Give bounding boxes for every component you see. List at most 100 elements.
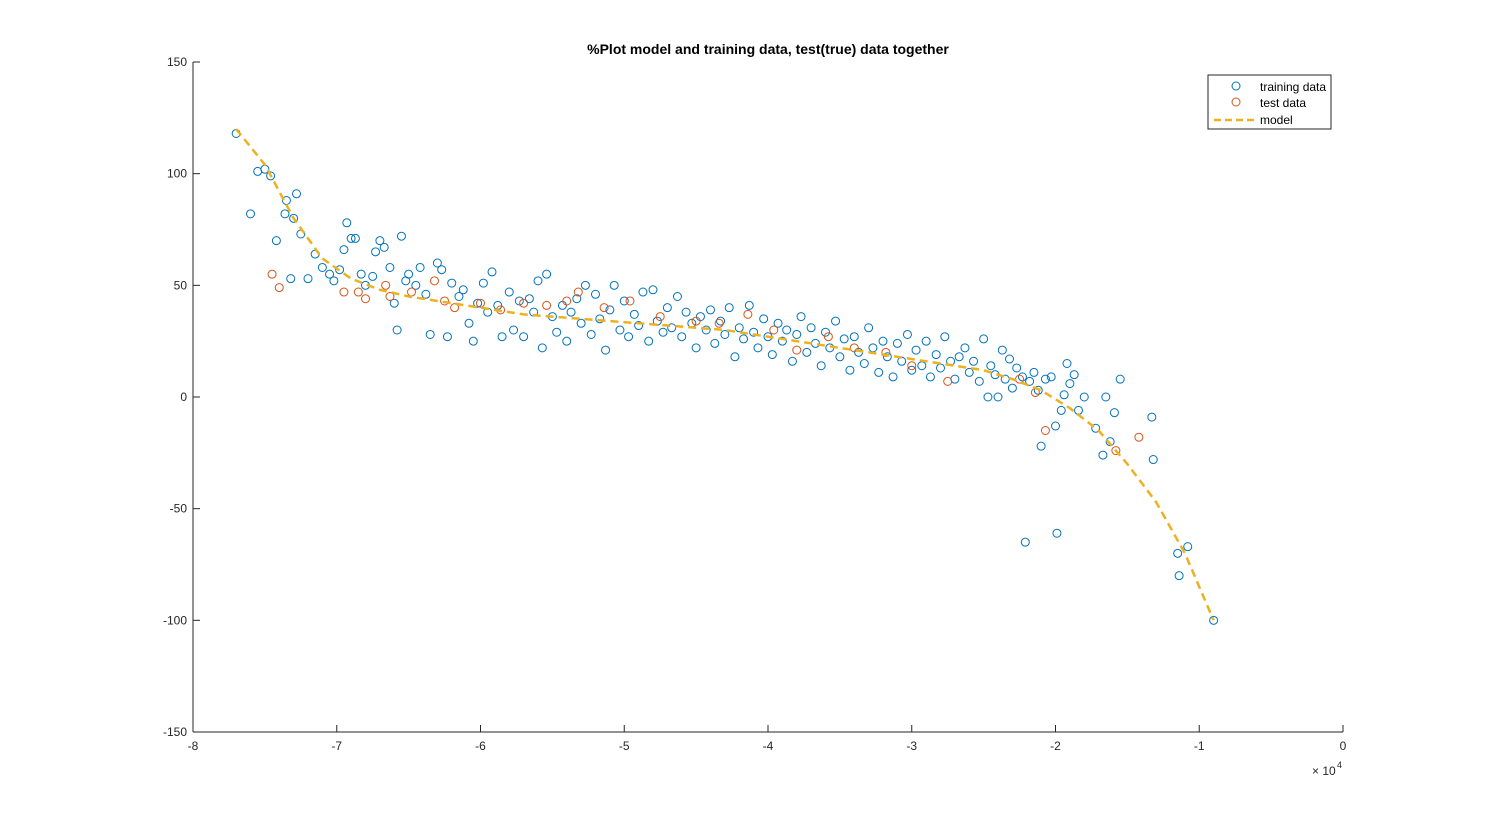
training-data-point xyxy=(497,332,507,342)
training-data-point xyxy=(335,265,345,275)
training-data-point xyxy=(368,271,378,281)
training-data-point xyxy=(839,334,849,344)
test-data-point xyxy=(881,347,891,357)
training-data-point xyxy=(940,332,950,342)
training-data-point xyxy=(566,307,576,317)
training-data-point xyxy=(1046,372,1056,382)
training-data-point xyxy=(572,294,582,304)
training-data-point xyxy=(473,298,483,308)
training-data-point xyxy=(773,318,783,328)
training-data-point xyxy=(845,365,855,375)
training-data-point xyxy=(392,325,402,335)
training-data-point xyxy=(1148,455,1158,465)
test-data-point xyxy=(339,287,349,297)
x-ticks: -8 -7 -6 -5 -4 -3 -2 -1 0 xyxy=(188,725,1347,753)
training-data-point xyxy=(533,276,543,286)
test-data-point xyxy=(823,332,833,342)
training-data-point xyxy=(447,278,457,288)
training-data-point xyxy=(706,305,715,315)
training-data-point xyxy=(514,296,524,306)
training-data-point xyxy=(902,329,912,339)
training-data-point xyxy=(624,332,634,342)
training-data-point xyxy=(831,316,841,326)
training-data-point xyxy=(925,372,935,382)
training-data-point xyxy=(677,332,687,342)
training-data-point xyxy=(816,361,826,371)
x-exponent-power: 4 xyxy=(1337,760,1342,770)
y-tick-label: 50 xyxy=(174,278,188,292)
training-data-point xyxy=(1051,421,1060,431)
training-data-point xyxy=(821,327,830,337)
training-data-point xyxy=(519,332,529,342)
training-data-series xyxy=(231,128,1219,625)
training-data-point xyxy=(1079,392,1089,402)
training-data-point xyxy=(979,334,989,344)
training-data-point xyxy=(986,361,996,371)
training-data-point xyxy=(954,352,964,362)
training-data-point xyxy=(350,233,360,243)
training-data-point xyxy=(1101,392,1111,402)
training-data-point xyxy=(1062,359,1072,368)
training-data-point xyxy=(634,321,644,331)
training-data-point xyxy=(552,327,562,337)
test-data-point xyxy=(769,325,779,335)
training-data-point xyxy=(411,280,421,290)
training-data-point xyxy=(586,329,596,339)
training-data-point xyxy=(562,336,572,346)
chart-title: %Plot model and training data, test(true… xyxy=(587,41,949,57)
training-data-point xyxy=(389,298,399,308)
training-data-point xyxy=(1040,374,1050,384)
test-data-point xyxy=(450,303,460,313)
x-tick-label: -5 xyxy=(619,739,630,753)
training-data-point xyxy=(806,323,816,333)
test-data-point xyxy=(519,298,529,308)
training-data-point xyxy=(835,352,845,362)
x-tick-label: -2 xyxy=(1050,739,1061,753)
training-data-point xyxy=(969,356,979,366)
training-data-point xyxy=(710,338,720,348)
training-data-point xyxy=(1183,542,1193,552)
training-data-point xyxy=(1052,528,1062,538)
legend-test-marker xyxy=(1231,97,1241,107)
training-data-point xyxy=(782,325,792,335)
test-data-point xyxy=(267,269,277,279)
test-data-point xyxy=(361,294,370,304)
x-tick-label: -4 xyxy=(763,739,774,753)
training-data-point xyxy=(619,296,629,306)
training-data-point xyxy=(595,314,605,324)
training-data-point xyxy=(681,307,691,317)
training-data-point xyxy=(759,314,769,324)
test-data-point xyxy=(430,276,439,286)
training-data-point xyxy=(1020,537,1030,547)
legend-model-label: model xyxy=(1260,113,1293,127)
training-data-point xyxy=(1069,370,1079,380)
training-data-point xyxy=(464,318,474,328)
training-data-point xyxy=(888,372,898,382)
training-data-point xyxy=(859,359,869,368)
training-data-point xyxy=(1091,423,1101,433)
x-axis-exponent: × 10 4 xyxy=(1312,760,1342,778)
test-data-series xyxy=(267,269,1144,456)
training-data-point xyxy=(421,289,431,299)
training-data-point xyxy=(1059,390,1069,400)
training-data-point xyxy=(662,303,672,313)
training-data-point xyxy=(767,350,777,360)
x-tick-label: -1 xyxy=(1194,739,1205,753)
training-data-point xyxy=(921,336,931,346)
x-exponent-base: × 10 xyxy=(1312,764,1336,778)
training-data-point xyxy=(509,325,519,335)
training-data-point xyxy=(303,274,313,284)
test-data-point xyxy=(792,345,802,355)
x-tick-label: -6 xyxy=(475,739,486,753)
training-data-point xyxy=(1173,548,1183,558)
training-data-point xyxy=(983,392,993,402)
training-data-point xyxy=(1056,405,1066,415)
test-data-point xyxy=(625,296,635,306)
training-data-point xyxy=(442,332,452,342)
test-data-point xyxy=(562,296,572,306)
training-data-point xyxy=(792,329,802,339)
training-data-point xyxy=(997,345,1007,355)
training-data-point xyxy=(605,305,615,315)
training-data-point xyxy=(591,289,600,299)
test-data-point xyxy=(542,300,552,310)
